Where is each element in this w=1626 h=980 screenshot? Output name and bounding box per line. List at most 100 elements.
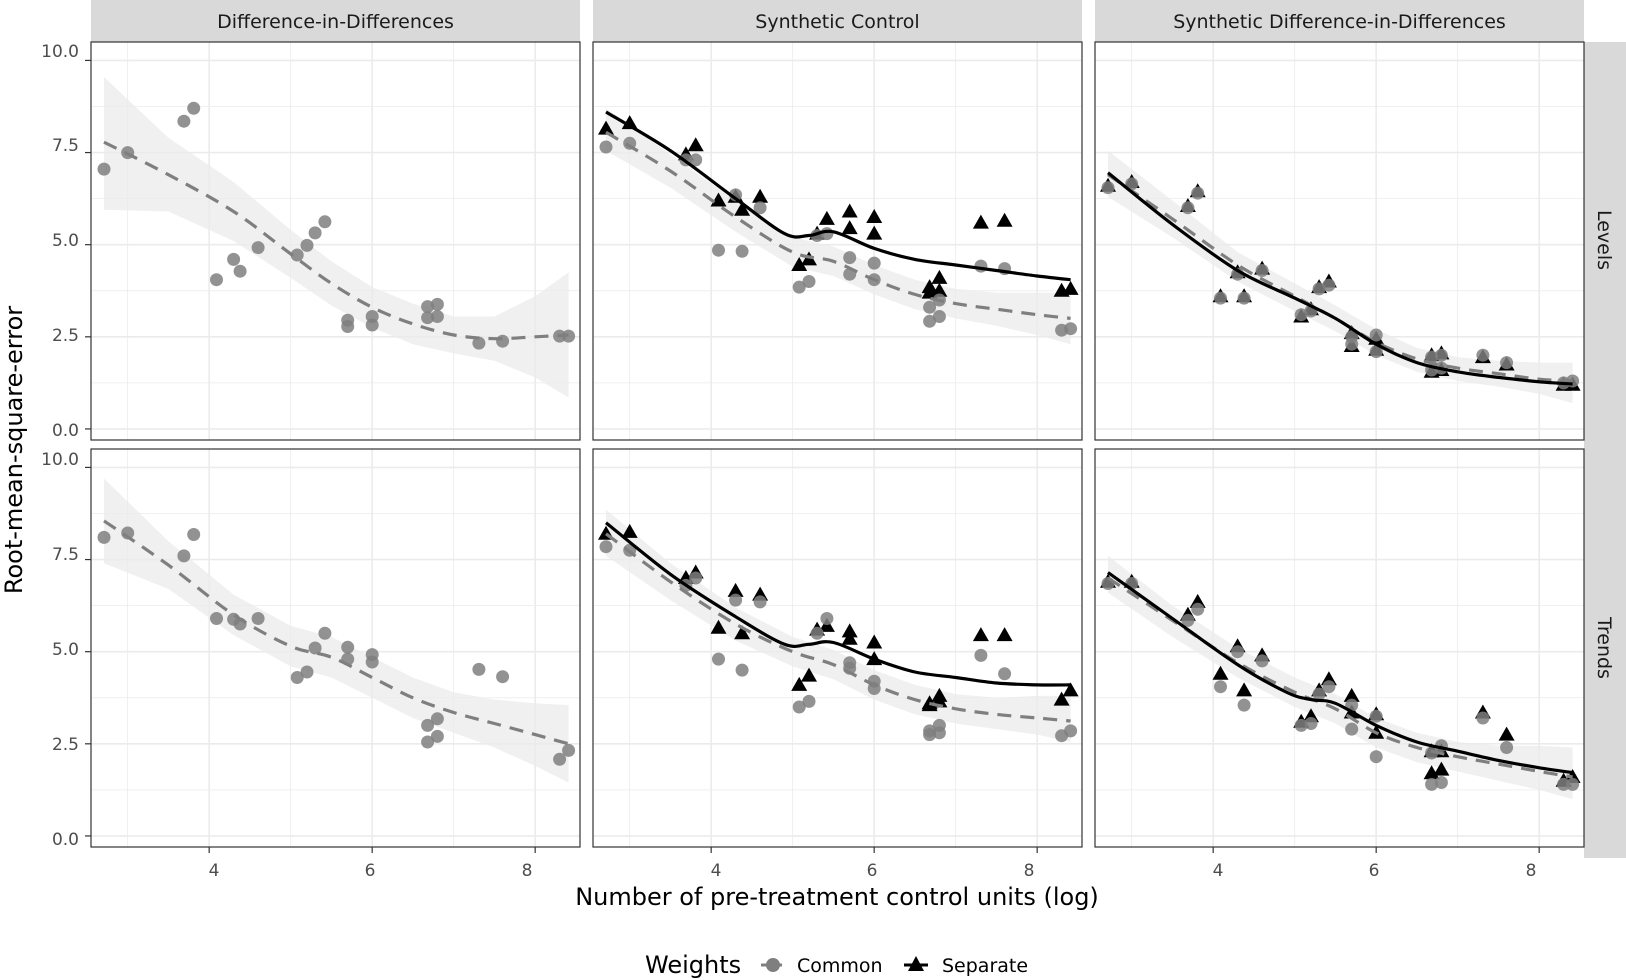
panel-border xyxy=(90,41,581,441)
legend-key-common-circle xyxy=(766,958,780,972)
common-point xyxy=(802,275,816,288)
common-point xyxy=(290,248,304,262)
strip-row-1 xyxy=(1584,42,1626,449)
separate-point xyxy=(598,120,614,135)
x-tick-label: 6 xyxy=(867,861,878,881)
common-point xyxy=(1312,282,1326,296)
legend: Weights Common Separate xyxy=(645,951,1028,979)
common-point xyxy=(1322,278,1336,292)
separate-point xyxy=(818,210,835,225)
panel-border xyxy=(592,448,1083,848)
legend-label-common: Common xyxy=(797,955,883,977)
separate-point xyxy=(1053,691,1070,706)
y-tick-label: 0.0 xyxy=(52,830,79,850)
common-point xyxy=(1237,698,1251,712)
common-point xyxy=(1500,741,1514,754)
common-point xyxy=(843,251,857,265)
strip-label-did: Difference-in-Differences xyxy=(217,11,454,33)
common-point xyxy=(1345,337,1359,351)
legend-key-separate-triangle xyxy=(908,956,924,971)
common-fit-line xyxy=(605,130,1071,320)
common-point xyxy=(932,310,946,323)
x-tick-label: 8 xyxy=(1024,861,1035,881)
confidence-ribbon xyxy=(606,509,1071,742)
y-tick-label: 2.5 xyxy=(52,326,79,346)
panel xyxy=(592,448,1083,853)
common-point xyxy=(300,238,314,252)
x-tick-label: 4 xyxy=(209,861,220,881)
separate-point xyxy=(866,634,883,649)
strip-label-levels: Levels xyxy=(1593,210,1615,270)
panel-border xyxy=(90,448,581,848)
common-point xyxy=(1369,328,1383,342)
common-point xyxy=(308,226,322,240)
strip-label-trends: Trends xyxy=(1593,616,1615,679)
strip-col-2 xyxy=(593,0,1082,42)
common-point xyxy=(421,311,435,325)
common-point xyxy=(187,101,201,115)
separate-point xyxy=(1062,280,1079,295)
x-tick-label: 8 xyxy=(1526,861,1537,881)
panel xyxy=(85,448,581,853)
common-point xyxy=(1476,711,1490,725)
common-point xyxy=(251,612,265,625)
common-point xyxy=(1214,680,1227,694)
separate-point xyxy=(1062,682,1079,697)
common-point xyxy=(599,140,613,154)
common-point xyxy=(1500,356,1514,370)
x-tick-label: 6 xyxy=(365,861,376,881)
panel xyxy=(1094,448,1585,853)
strip-col-3 xyxy=(1095,0,1584,42)
x-axis-col-2: 4 6 8 xyxy=(711,861,1035,881)
separate-point xyxy=(734,201,751,216)
common-point xyxy=(227,252,241,266)
x-tick-label: 6 xyxy=(1369,861,1380,881)
separate-point xyxy=(1433,761,1450,776)
separate-point xyxy=(710,192,727,207)
separate-point xyxy=(841,630,858,645)
x-tick-label: 8 xyxy=(522,861,533,881)
confidence-ribbon xyxy=(606,108,1071,345)
legend-label-separate: Separate xyxy=(942,955,1028,977)
common-point xyxy=(187,528,201,541)
common-fit-line xyxy=(1107,173,1573,383)
common-point xyxy=(753,595,767,609)
panel-background xyxy=(1095,449,1584,847)
x-tick-label: 4 xyxy=(1213,861,1224,881)
strip-col-1 xyxy=(91,0,580,42)
common-point xyxy=(974,648,988,662)
common-point xyxy=(712,652,725,666)
common-point xyxy=(1191,186,1205,200)
confidence-ribbon xyxy=(104,478,569,783)
common-point xyxy=(1255,264,1269,277)
separate-point xyxy=(866,225,883,240)
strip-label-synthetic-control: Synthetic Control xyxy=(755,11,919,33)
separate-point xyxy=(621,115,638,130)
x-axis-col-3: 4 6 8 xyxy=(1213,861,1537,881)
separate-fit-line xyxy=(605,110,1071,282)
common-point xyxy=(97,530,111,544)
strip-row-2 xyxy=(1584,449,1626,858)
common-point xyxy=(177,114,191,128)
panel xyxy=(592,41,1083,441)
common-point xyxy=(430,297,444,311)
common-point xyxy=(1322,680,1336,694)
common-point xyxy=(1191,602,1205,616)
common-point xyxy=(923,300,937,314)
panel-border xyxy=(1094,448,1585,848)
common-point xyxy=(97,162,111,176)
separate-fit-line xyxy=(1107,171,1573,386)
common-point xyxy=(430,310,444,323)
legend-title: Weights xyxy=(645,951,741,979)
separate-point xyxy=(1236,682,1253,697)
confidence-ribbon xyxy=(1108,555,1573,800)
y-tick-label: 7.5 xyxy=(52,545,79,565)
common-point xyxy=(1294,308,1308,322)
common-fit-line xyxy=(103,140,569,341)
common-point xyxy=(421,300,435,314)
separate-point xyxy=(1343,687,1360,702)
separate-point xyxy=(841,220,858,235)
panel-border xyxy=(592,41,1083,441)
separate-point xyxy=(996,212,1013,227)
common-point xyxy=(1557,777,1571,791)
